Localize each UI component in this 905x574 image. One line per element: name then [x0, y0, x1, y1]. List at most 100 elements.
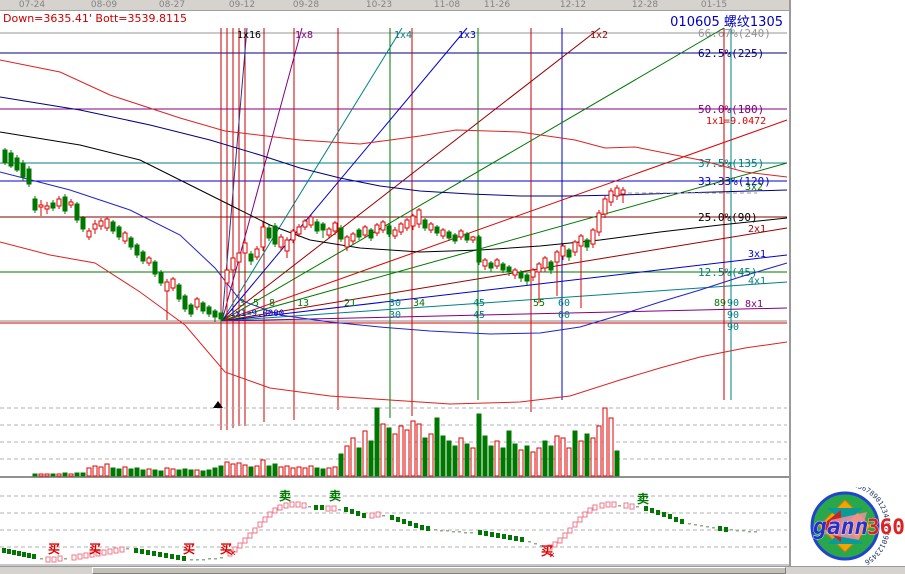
candle-body	[104, 218, 110, 229]
indicator-mark-green	[644, 506, 648, 511]
volume-bar	[50, 473, 56, 477]
indicator-mark-green	[2, 548, 6, 553]
indicator-mark-pink	[557, 537, 563, 544]
indicator-mark-green	[152, 551, 156, 556]
indicator-mark-pink	[51, 556, 57, 563]
chart-canvas[interactable]: 66.67%(240)62.5%(225)50.0%(180)37.5%(135…	[0, 0, 789, 566]
indicator-mark-green	[158, 552, 162, 557]
buy-signal: 买	[541, 544, 553, 558]
horizontal-scrollbar[interactable]	[0, 566, 905, 574]
volume-bar	[554, 435, 560, 477]
indicator-mark-pink	[283, 502, 289, 509]
indicator-mark-dash	[446, 530, 449, 532]
candle-body	[404, 219, 410, 229]
date-tick-label: 08-09	[90, 0, 118, 10]
gann-fan-line	[221, 27, 601, 322]
volume-bar	[38, 473, 44, 477]
volume-bar	[584, 433, 590, 477]
indicator-mark-green	[724, 527, 728, 532]
volume-bar	[470, 447, 476, 477]
indicator-mark-dash	[540, 545, 543, 547]
indicator-mark-green	[396, 517, 400, 522]
volume-bar	[86, 467, 92, 477]
fan-label: 3x1	[748, 249, 766, 260]
gann-fan-line	[221, 119, 788, 322]
candle-body	[92, 223, 98, 230]
candle-body	[20, 162, 26, 178]
indicator-mark-dash	[382, 515, 385, 517]
volume-bar	[356, 447, 362, 477]
gann-count: 90	[727, 298, 739, 309]
volume-bar	[56, 473, 62, 477]
fan-label: 1x3	[458, 30, 476, 41]
indicator-mark-dash	[712, 527, 715, 529]
candle-body	[266, 227, 272, 239]
volume-bar	[170, 468, 176, 477]
volume-bar	[524, 445, 530, 477]
volume-bar	[608, 417, 614, 477]
volume-bar	[98, 466, 104, 477]
fib-count: 8	[269, 298, 275, 309]
symbol-title: 010605 螺纹1305	[670, 15, 783, 30]
indicator-mark-dash	[208, 558, 211, 560]
candle-body	[146, 257, 152, 264]
indicator-mark-green	[350, 509, 354, 514]
candle-body	[488, 262, 494, 269]
indicator-mark-green	[490, 532, 494, 537]
candle-body	[548, 261, 554, 271]
indicator-mark-pink	[247, 532, 253, 539]
volume-bar	[368, 440, 374, 477]
candle-body	[236, 252, 242, 263]
candle-body	[26, 168, 32, 185]
scrollbar-thumb[interactable]	[92, 567, 786, 574]
volume-bar	[512, 443, 518, 477]
candle-body	[356, 229, 362, 238]
indicator-mark-dash	[694, 524, 697, 526]
logo-word-gann: gann	[813, 514, 868, 540]
candle-body	[188, 304, 194, 315]
volume-bar	[254, 465, 260, 477]
indicator-mark-pink	[592, 504, 598, 511]
volume-bar	[464, 443, 470, 477]
candle-body	[308, 216, 314, 226]
indicator-mark-green	[426, 526, 430, 531]
candle-body	[134, 244, 140, 256]
volume-bar	[206, 469, 212, 477]
candle-body	[212, 310, 218, 318]
indicator-mark-pink	[582, 511, 588, 518]
indicator-mark-dash	[214, 558, 217, 560]
gann-count: 90	[727, 310, 739, 321]
candle-body	[422, 219, 428, 229]
candle-body	[8, 152, 14, 167]
fan-label: 1x4	[394, 30, 412, 41]
indicator-mark-pink	[301, 502, 307, 509]
volume-bar	[164, 467, 170, 477]
volume-bar	[590, 437, 596, 477]
candle-body	[80, 217, 86, 230]
volume-bar	[434, 417, 440, 477]
pivot-marker-triangle	[213, 401, 223, 408]
gann-fan-line	[221, 227, 788, 322]
indicator-mark-dash	[748, 531, 751, 533]
indicator-mark-green	[164, 553, 168, 558]
candle-body	[38, 204, 44, 208]
candle-body	[98, 220, 104, 227]
indicator-mark-pink	[605, 501, 611, 508]
candle-body	[206, 306, 212, 315]
date-tick-label: 08-27	[158, 0, 186, 10]
indicator-mark-green	[170, 554, 174, 559]
candle-body	[608, 190, 614, 203]
indicator-mark-dash	[534, 543, 537, 545]
indicator-mark-dash	[736, 530, 739, 532]
indicator-mark-green	[140, 549, 144, 554]
indicator-mark-pink	[325, 505, 331, 512]
indicator-mark-dash	[190, 559, 193, 561]
logo-word-360: 360	[867, 515, 905, 539]
volume-bar	[122, 466, 128, 477]
indicator-mark-pink	[577, 516, 583, 523]
candle-body	[374, 224, 380, 234]
logo-pink-arrow	[825, 512, 867, 540]
indicator-mark-green	[182, 556, 186, 561]
volume-bar	[230, 463, 236, 477]
fan-label: 1x2	[590, 30, 608, 41]
